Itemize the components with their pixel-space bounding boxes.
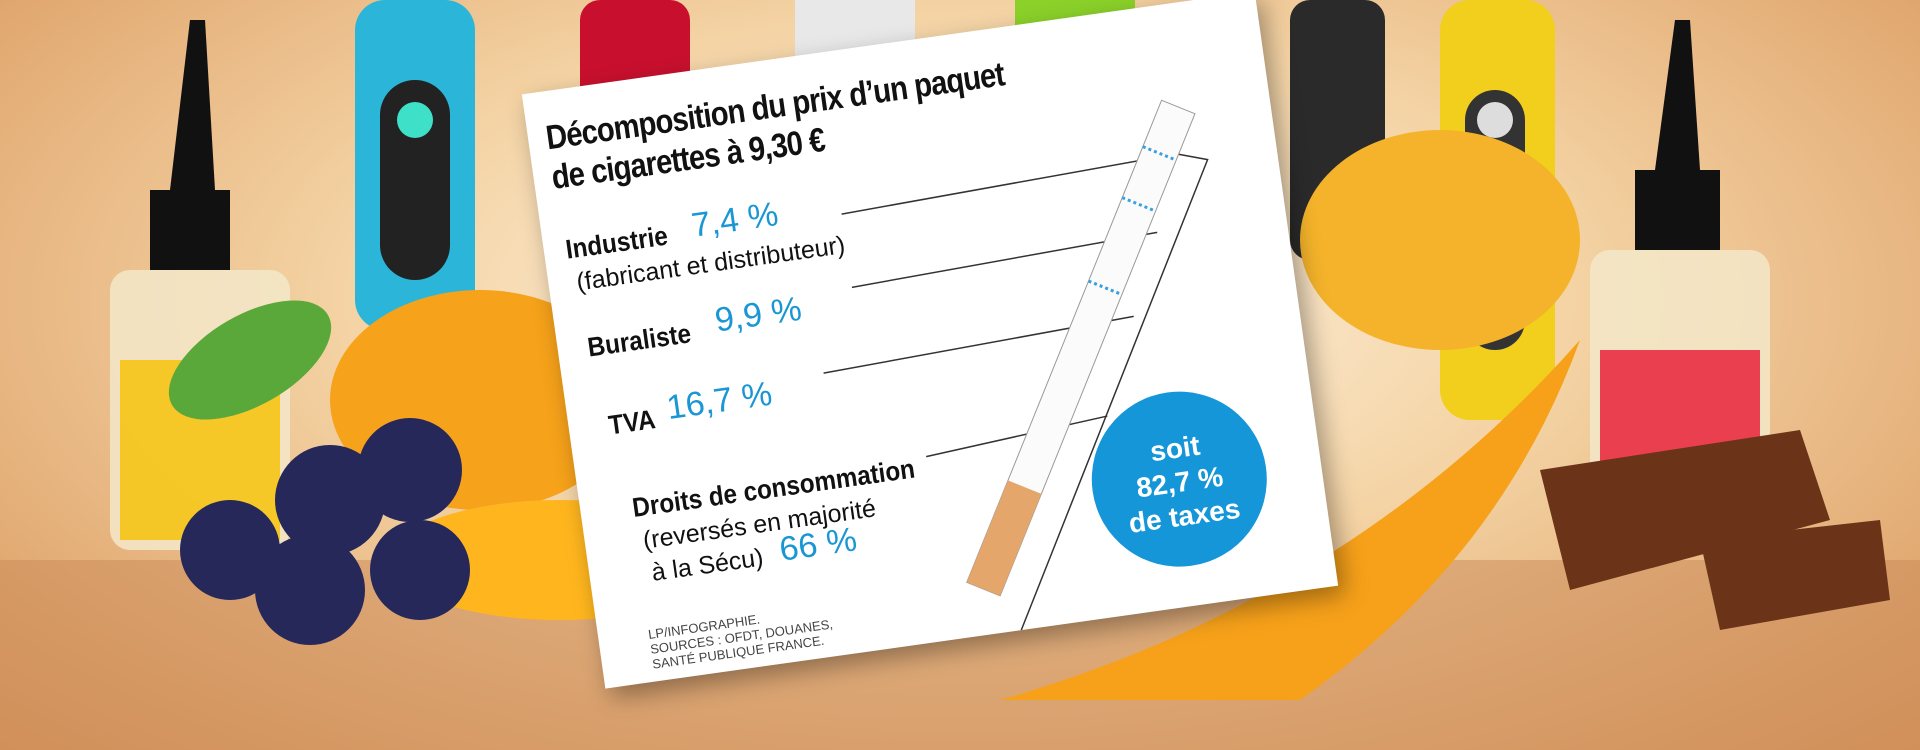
item-label: TVA — [606, 404, 658, 441]
infographic-card: Décomposition du prix d’un paquet de cig… — [521, 0, 1339, 689]
card-drawing — [823, 99, 1209, 631]
